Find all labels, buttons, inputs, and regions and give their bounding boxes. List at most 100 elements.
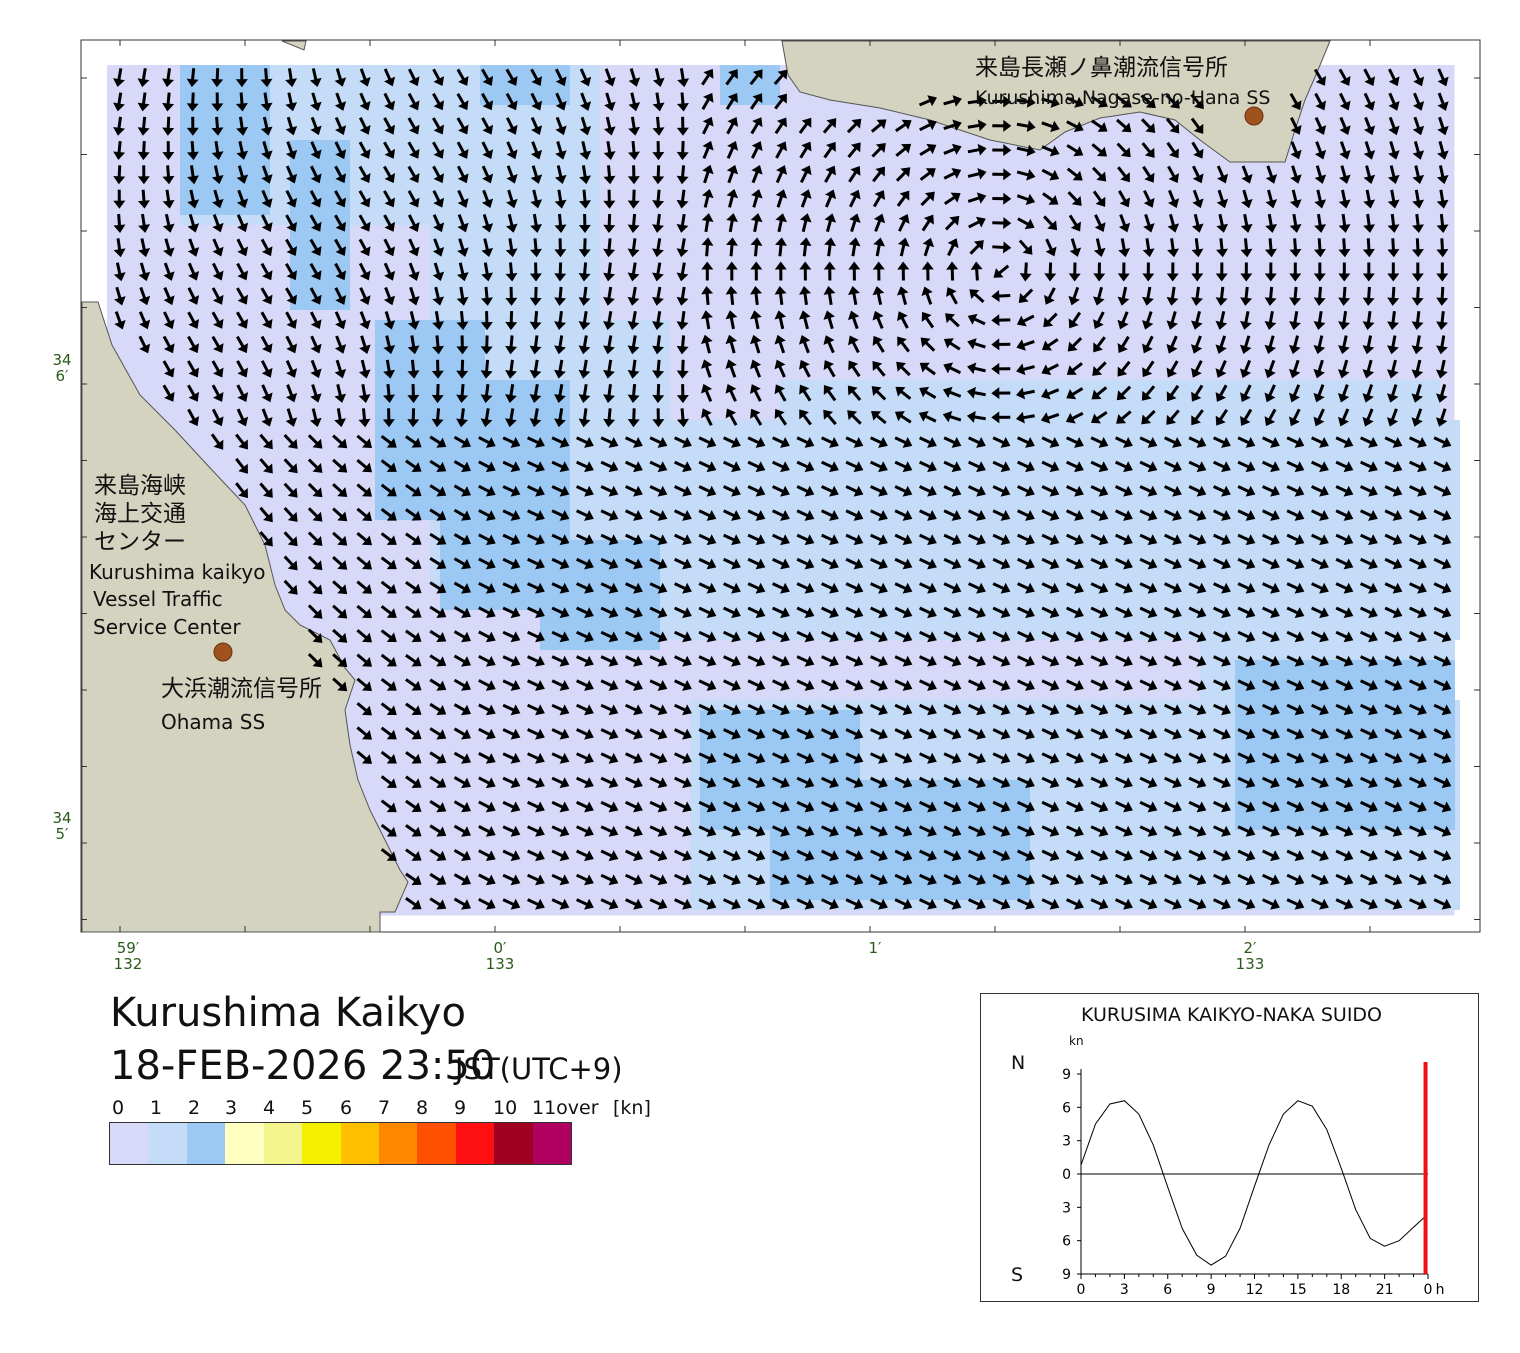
current-arrow [944,215,960,231]
current-arrow [1167,165,1180,184]
current-arrow [1290,141,1302,160]
current-arrow [285,116,298,136]
current-arrow [894,557,913,570]
current-arrow [625,436,643,448]
current-arrow [870,728,888,740]
current-arrow [1363,68,1376,87]
current-arrow [747,849,766,862]
current-arrow [307,458,323,473]
current-arrow [1164,582,1182,594]
current-arrow [113,116,125,136]
current-arrow [429,800,447,813]
current-arrow [821,825,839,837]
current-arrow [1433,679,1452,691]
current-arrow [236,408,249,427]
current-arrow [1213,509,1231,521]
current-arrow [358,408,371,428]
current-arrow [478,849,496,862]
current-arrow [968,655,986,667]
current-arrow [992,557,1011,570]
current-arrow [750,261,763,281]
current-arrow [824,189,837,208]
current-arrow [625,582,643,594]
current-arrow [943,776,962,789]
current-arrow [551,728,570,740]
current-arrow [1363,92,1376,111]
current-arrow [747,825,766,837]
current-arrow [823,141,836,159]
current-arrow [527,655,545,667]
current-arrow [236,165,249,184]
current-arrow [554,310,566,331]
current-arrow [309,408,322,428]
current-arrow [1411,335,1424,355]
current-arrow [527,557,545,570]
current-arrow [1335,849,1354,862]
current-arrow [1043,312,1058,328]
current-arrow [429,435,447,448]
current-arrow [1286,630,1305,643]
current-arrow [772,630,790,643]
current-arrow [894,825,913,837]
current-arrow [1068,311,1082,329]
current-arrow [921,311,935,329]
current-arrow [576,776,594,789]
current-arrow [1240,408,1253,426]
current-arrow [991,411,1011,424]
current-arrow [1384,776,1403,789]
current-arrow [554,359,566,379]
current-arrow [1436,335,1448,355]
current-arrow [1262,630,1280,643]
current-arrow [332,483,348,497]
current-arrow [1041,363,1060,376]
current-arrow [1240,286,1253,306]
current-arrow [1066,655,1084,667]
current-arrow [1313,310,1326,330]
current-arrow [1240,213,1253,233]
current-arrow [1115,752,1133,764]
current-arrow [873,213,886,232]
current-arrow [676,92,689,112]
current-arrow [502,898,521,910]
current-arrow [1237,606,1256,619]
current-arrow [1363,189,1376,209]
current-arrow [1433,630,1452,643]
current-arrow [1068,214,1081,232]
current-arrow [847,142,861,158]
current-arrow [968,898,986,910]
current-arrow [1164,436,1182,448]
current-arrow [1041,800,1060,813]
current-arrow [1188,655,1207,667]
current-arrow [380,726,397,740]
current-arrow [1188,800,1207,813]
current-arrow [968,752,986,764]
current-arrow [1409,849,1427,862]
current-arrow [1066,898,1084,910]
current-arrow [1142,262,1155,282]
current-arrow [359,287,371,306]
current-arrow [1338,262,1351,282]
current-arrow [992,752,1011,764]
current-arrow [260,262,273,281]
current-arrow [138,335,151,354]
current-arrow [772,849,790,862]
current-arrow [260,287,273,305]
current-arrow [1437,116,1449,136]
current-arrow [1066,387,1084,400]
current-arrow [992,849,1011,862]
current-arrow [625,800,643,813]
current-arrow [1090,703,1109,716]
current-arrow [1066,679,1084,691]
current-arrow [554,165,567,185]
current-arrow [1188,509,1207,521]
legend-tick: 6 [340,1097,353,1119]
current-arrow [723,582,741,594]
current-arrow [1041,728,1060,740]
current-arrow [649,800,668,813]
current-arrow [625,630,643,643]
current-arrow [1288,384,1301,403]
current-arrow [478,460,496,473]
current-arrow [1313,359,1325,379]
current-arrow [1264,310,1277,330]
